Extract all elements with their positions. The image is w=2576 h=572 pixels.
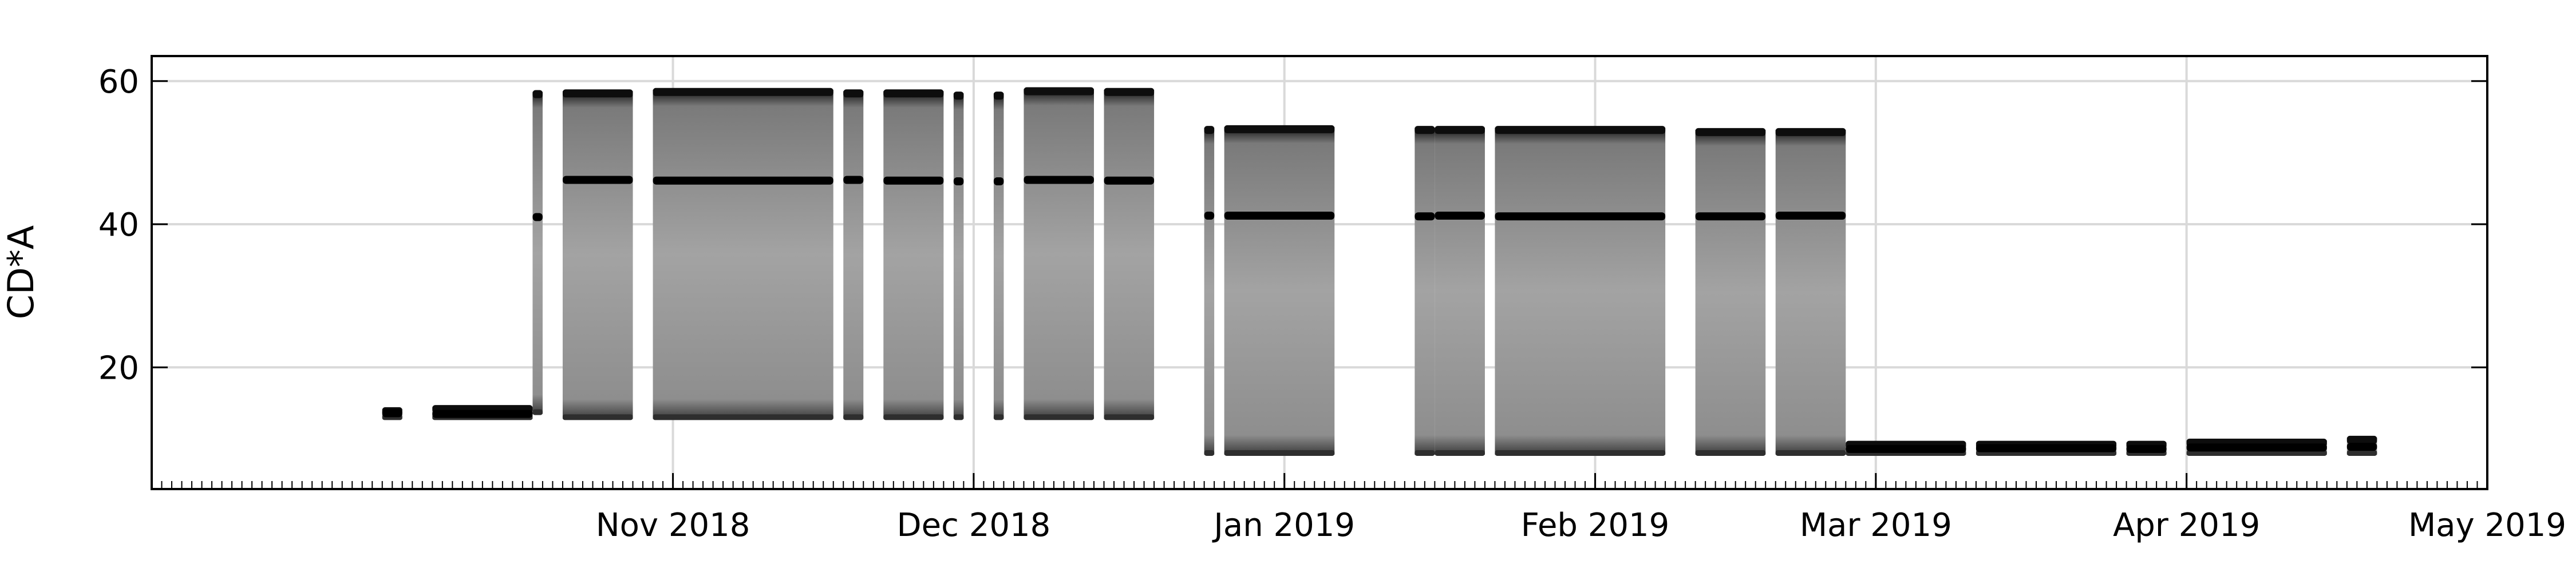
y-tick-label: 60 [98,63,139,101]
data-median-line [1695,212,1766,221]
data-band-top [1224,125,1335,133]
data-band-bottom [532,409,543,415]
data-band-bottom [2346,450,2377,456]
data-band-top [1775,128,1846,136]
data-median-line [532,213,543,221]
axes: Nov 2018 Dec 2018 Jan 2019 Feb 2019 Mar 2019… [98,63,2566,544]
data-median-line [2126,444,2167,453]
data-median-line [1024,176,1095,184]
data-median-line [1976,444,2117,452]
data-spread-band [1435,128,1485,455]
data-median-line [953,177,964,185]
data-band-bottom [562,414,633,420]
data-band-bottom [1435,450,1485,456]
data-band-top [1104,88,1155,96]
data-median-line [843,176,864,184]
data-median-line [432,410,533,418]
data-band-bottom [1104,414,1155,420]
x-tick-label: May 2019 [2408,507,2566,544]
data-spread-band [953,93,964,419]
data-band-bottom [1775,450,1846,456]
data-spread-band [883,91,944,419]
plot-frame [151,55,2488,490]
data-median-line [1435,212,1485,220]
data-median-line [2346,443,2377,451]
data-band-bottom [1224,450,1335,456]
x-tick-label: Feb 2019 [1521,507,1669,544]
data-band-top [532,90,543,98]
data-median-line [1775,212,1846,220]
data-band-bottom [1204,450,1215,456]
data-band-top [2346,435,2377,444]
data-median-line [883,176,944,185]
data-median-line [1495,212,1666,221]
data-band-top [953,92,964,100]
data-band-bottom [653,414,833,420]
data-spread-band [653,89,833,419]
data-spread-band [1104,89,1155,419]
data-band-bottom [953,414,964,420]
data-band-top [1204,126,1215,134]
data-band-top [653,88,833,96]
data-spread-band [1415,128,1435,455]
data-band-top [993,92,1004,100]
data-band-bottom [2186,450,2327,456]
data-band-bottom [1495,450,1666,456]
data-spread-band [1204,128,1215,455]
data-band-bottom [993,414,1004,420]
data-median-line [562,176,633,184]
x-tick-label: Jan 2019 [1212,507,1355,544]
data-band-top [843,89,864,98]
data-band-top [1435,126,1485,134]
data-band-top [1495,126,1666,134]
data-band-bottom [1695,450,1766,456]
y-axis-label: CD*A [0,225,42,319]
data-band-top [1024,87,1095,96]
data-spread-band [1775,129,1846,455]
data-median-line [1104,176,1155,185]
data-spread-band [1495,128,1666,455]
y-tick-label: 20 [98,349,139,387]
data-median-line [653,176,833,185]
data-median-line [993,177,1004,185]
data-median-line [382,409,402,418]
x-tick-label: Dec 2018 [897,507,1051,544]
x-tick-label: Apr 2019 [2113,507,2260,544]
x-tick-label: Nov 2018 [596,507,750,544]
y-tick-label: 40 [98,206,139,244]
x-tick-label: Mar 2019 [1800,507,1952,544]
data-spread-band [993,93,1004,419]
data-spread-band [562,91,633,419]
data-spread-band [1695,129,1766,455]
data-spread-band [532,92,543,414]
data-band-top [562,89,633,98]
data-marks [382,87,2377,456]
data-band-top [1415,126,1435,134]
data-median-line [1846,444,1966,453]
data-median-line [1204,212,1215,220]
data-median-line [1224,212,1335,220]
data-band-bottom [1415,450,1435,456]
data-band-top [1695,128,1766,136]
data-band-top [883,89,944,98]
data-median-line [1415,212,1435,221]
data-median-line [2186,443,2327,452]
data-band-bottom [843,414,864,420]
data-spread-band [1224,126,1335,455]
data-band-bottom [883,414,944,420]
data-band-bottom [1024,414,1095,420]
data-spread-band [843,91,864,419]
data-spread-band [1024,89,1095,419]
